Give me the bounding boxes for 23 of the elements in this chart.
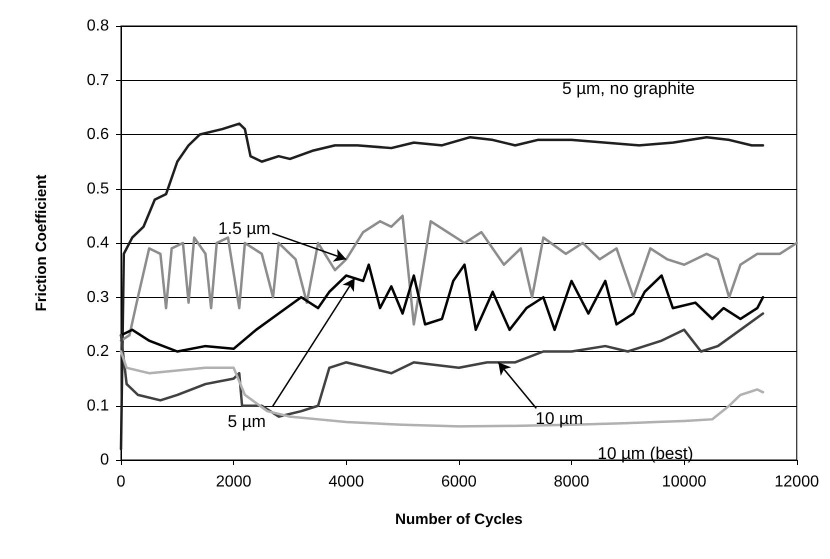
y-tick-label: 0.5 [86,180,110,198]
annotation: 5 µm [228,412,266,431]
y-tick-label: 0.3 [86,288,110,306]
y-tick-label: 0.1 [86,397,110,414]
annotation: 1.5 µm [218,218,270,238]
x-tick-label: 4000 [328,474,364,490]
x-tick-label: 10000 [662,474,706,490]
annotation: 5 µm, no graphite [562,78,695,98]
y-tick-label: 0.6 [86,126,110,143]
x-tick-label: 6000 [441,474,477,490]
x-tick-label: 12000 [774,474,820,490]
annotation: 10 µm [536,408,584,428]
x-tick-label: 2000 [216,474,252,490]
x-axis-title: Number of Cycles [395,511,523,528]
annotation: 10 µm (best) [597,444,694,463]
y-tick-label: 0.4 [86,234,110,252]
y-axis-title: Friction Coefficient [33,174,50,312]
y-tick-label: 0 [100,452,110,468]
y-tick-label: 0.8 [86,18,110,34]
x-tick-label: 8000 [554,474,590,490]
x-tick-label: 0 [116,474,126,490]
y-tick-label: 0.7 [86,72,110,89]
y-tick-label: 0.2 [86,343,110,360]
